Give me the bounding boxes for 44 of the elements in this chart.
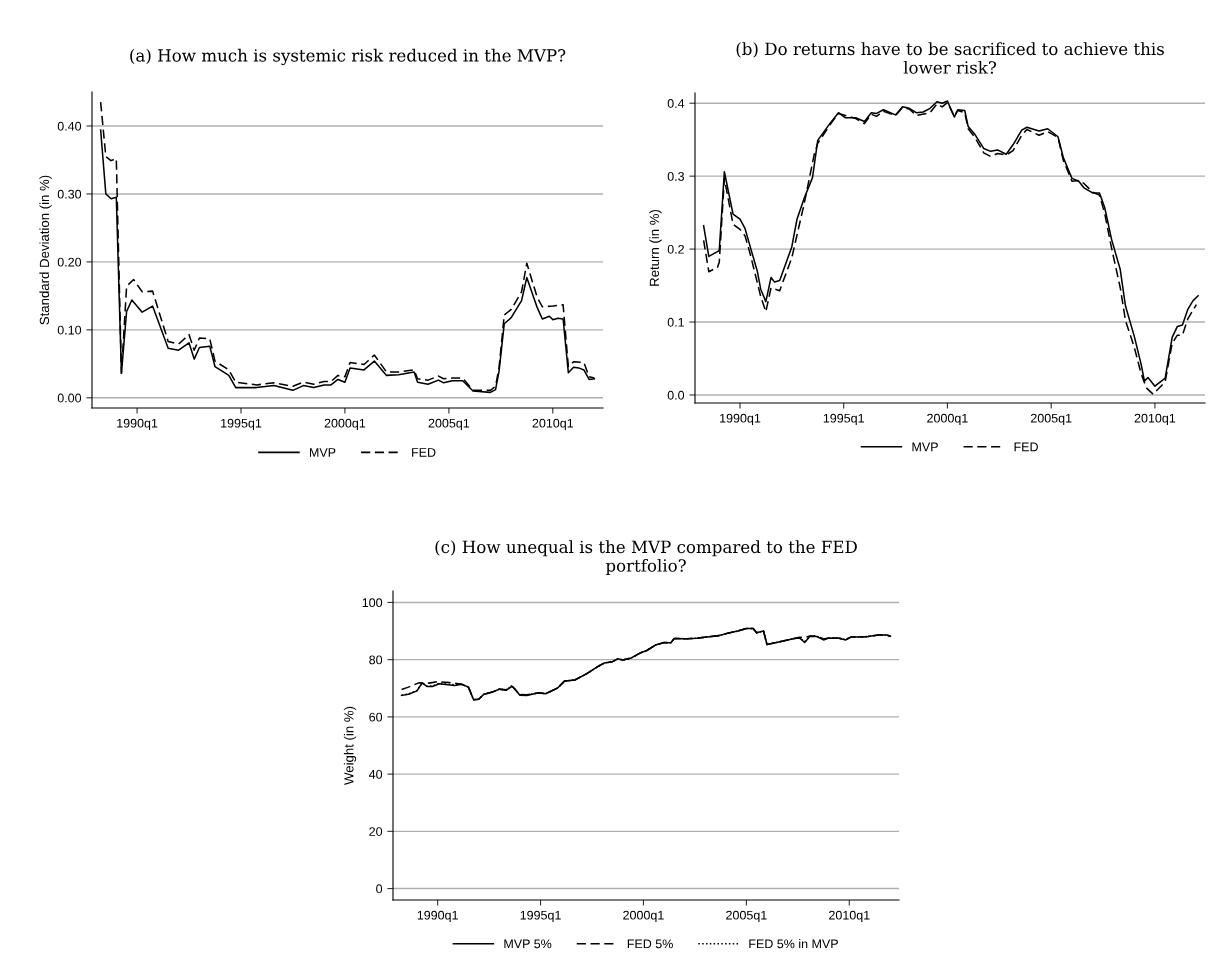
x-tick-label: 2010q1 xyxy=(532,418,574,431)
y-tick-label: 0.30 xyxy=(57,189,82,199)
x-tick-label: 1990q1 xyxy=(117,418,158,431)
x-tick-label: 1990q1 xyxy=(720,413,761,426)
y-tick-label: 100 xyxy=(362,598,383,608)
legend-label: MVP 5% xyxy=(504,939,552,949)
y-axis-title: Return (in %) xyxy=(649,209,662,286)
y-tick-label: 0.00 xyxy=(57,393,82,403)
y-tick-label: 0.3 xyxy=(667,171,685,181)
legend-label: FED 5% xyxy=(627,939,673,949)
y-tick-label: 0.10 xyxy=(57,325,82,335)
y-tick-label: 0 xyxy=(376,884,383,894)
y-tick-label: 0.1 xyxy=(667,317,684,327)
x-tick-label: 1995q1 xyxy=(221,418,262,431)
legend-label: MVP xyxy=(912,442,938,452)
y-tick-label: 0.20 xyxy=(57,257,82,267)
x-tick-label: 2000q1 xyxy=(623,910,664,923)
x-tick-label: 1990q1 xyxy=(417,910,458,923)
x-tick-label: 2005q1 xyxy=(726,910,767,923)
x-tick-label: 2000q1 xyxy=(927,413,968,426)
y-tick-label: 20 xyxy=(369,827,383,836)
y-tick-label: 80 xyxy=(369,655,383,665)
y-tick-label: 0.40 xyxy=(57,121,82,131)
legend-label: FED xyxy=(412,448,436,457)
x-tick-label: 1995q1 xyxy=(823,413,864,426)
y-axis-title: Weight (in %) xyxy=(343,706,357,785)
y-tick-label: 0.4 xyxy=(667,99,685,108)
y-tick-label: 40 xyxy=(368,769,383,779)
legend-label: MVP xyxy=(309,448,336,457)
x-tick-label: 1995q1 xyxy=(520,910,561,923)
chart-title: (c) How unequal is the MVP compared to the FED portfolio? xyxy=(435,540,857,576)
y-tick-label: 0.2 xyxy=(667,244,684,254)
legend-label: FED xyxy=(1014,442,1038,452)
x-tick-label: 2005q1 xyxy=(1030,413,1072,426)
x-tick-label: 2010q1 xyxy=(829,910,870,923)
legend-label: FED 5% in MVP xyxy=(749,939,838,949)
x-tick-label: 2000q1 xyxy=(324,418,366,431)
chart-title: (a) How much is systemic risk reduced in the MVP? xyxy=(130,48,566,66)
x-tick-label: 2010q1 xyxy=(1134,413,1176,426)
y-tick-label: 0.0 xyxy=(667,390,685,400)
x-tick-label: 2005q1 xyxy=(428,418,470,431)
y-tick-label: 60 xyxy=(369,712,383,722)
y-axis-title: Standard Deviation (in %) xyxy=(39,175,52,325)
chart-title: (b) Do returns have to be sacrificed to achieve this lower risk? xyxy=(736,42,1164,74)
